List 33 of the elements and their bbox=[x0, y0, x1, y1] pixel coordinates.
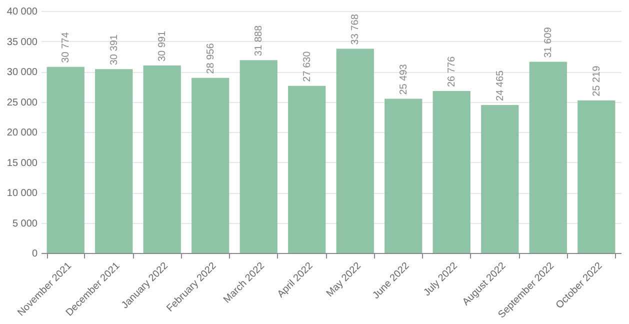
data-label: 25 219 bbox=[591, 65, 602, 96]
bar bbox=[143, 66, 181, 253]
bar bbox=[192, 78, 230, 253]
bar bbox=[432, 91, 470, 253]
data-label: 27 630 bbox=[302, 50, 313, 82]
y-tick-label: 10 000 bbox=[6, 188, 38, 199]
y-tick-label: 40 000 bbox=[6, 6, 38, 18]
bar bbox=[578, 100, 616, 253]
y-tick-label: 5 000 bbox=[12, 218, 38, 230]
data-label: 30 991 bbox=[157, 30, 168, 62]
bar bbox=[336, 48, 374, 253]
data-label: 30 391 bbox=[108, 34, 120, 66]
bar bbox=[288, 86, 326, 253]
data-label: 30 774 bbox=[60, 32, 72, 63]
y-tick-label: 25 000 bbox=[6, 97, 38, 108]
bar bbox=[46, 66, 84, 253]
data-label: 24 465 bbox=[494, 70, 506, 101]
bar bbox=[529, 62, 567, 253]
data-label: 28 956 bbox=[205, 42, 216, 74]
y-tick-label: 35 000 bbox=[6, 36, 38, 48]
data-label: 26 776 bbox=[446, 56, 458, 88]
data-label: 25 493 bbox=[398, 64, 410, 95]
y-tick-label: 0 bbox=[32, 248, 38, 260]
y-tick-label: 20 000 bbox=[6, 128, 38, 138]
y-tick-label: 30 000 bbox=[6, 67, 38, 78]
data-label: 33 768 bbox=[350, 14, 362, 45]
bar bbox=[95, 69, 133, 253]
data-label: 31 609 bbox=[543, 26, 554, 58]
bar bbox=[481, 104, 519, 253]
bar bbox=[240, 60, 278, 253]
bar bbox=[384, 98, 422, 253]
data-label: 31 888 bbox=[254, 25, 265, 56]
y-tick-label: 15 000 bbox=[6, 158, 38, 169]
